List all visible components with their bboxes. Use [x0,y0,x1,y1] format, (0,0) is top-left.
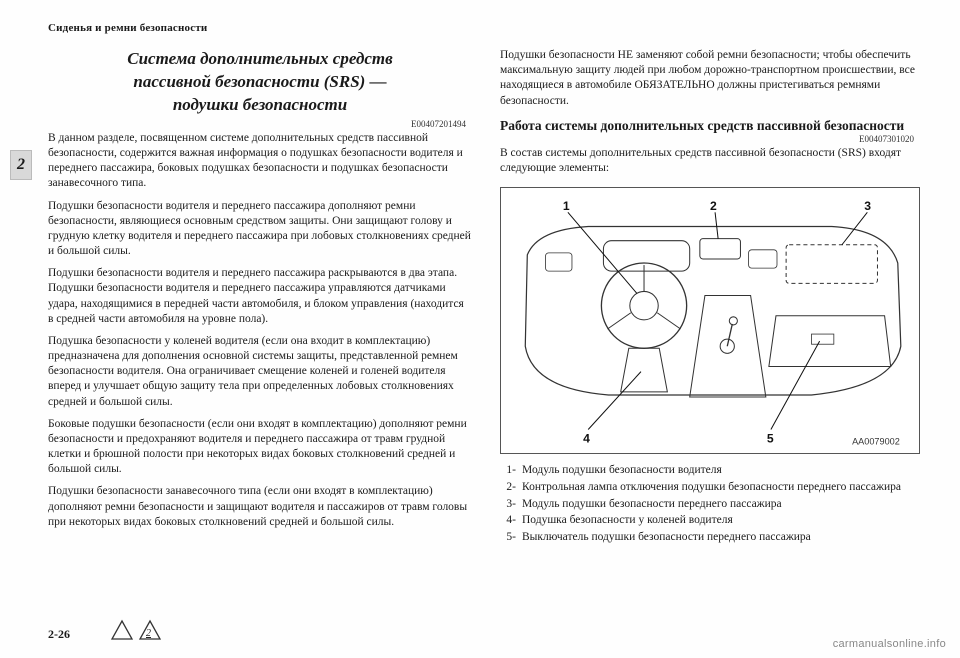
legend-text: Модуль подушки безопасности переднего па… [522,496,920,513]
body-paragraph: Подушки безопасности занавесочного типа … [48,484,472,530]
body-paragraph: Подушка безопасности у коленей водителя … [48,334,472,410]
page-number: 2-26 [48,627,70,642]
dashboard-svg: 1 2 3 4 5 AA0079002 [507,194,913,448]
section-title: Система дополнительных средств пассивной… [48,48,472,117]
legend-num: 4- [500,512,522,529]
diagram-label-5: 5 [767,431,774,445]
legend-item: 4- Подушка безопасности у коленей водите… [500,512,920,529]
footer-icons: 2 [110,619,166,648]
left-column: Система дополнительных средств пассивной… [48,48,472,546]
legend-num: 2- [500,479,522,496]
legend-num: 3- [500,496,522,513]
chapter-tab: 2 [10,150,32,180]
legend-text: Контрольная лампа отключения подушки без… [522,479,920,496]
body-paragraph: В данном разделе, посвященном системе до… [48,131,472,192]
svg-text:2: 2 [146,628,151,639]
body-paragraph: Боковые подушки безопасности (если они в… [48,417,472,478]
sub-intro-paragraph: В состав системы дополнительных средств … [500,146,920,176]
title-line: Система дополнительных средств [48,48,472,71]
legend-item: 2- Контрольная лампа отключения подушки … [500,479,920,496]
diagram-legend: 1- Модуль подушки безопасности водителя … [500,462,920,545]
legend-text: Модуль подушки безопасности водителя [522,462,920,479]
legend-item: 3- Модуль подушки безопасности переднего… [500,496,920,513]
body-paragraph: Подушки безопасности водителя и переднег… [48,266,472,327]
legend-item: 1- Модуль подушки безопасности водителя [500,462,920,479]
intro-paragraph: Подушки безопасности НЕ заменяют собой р… [500,48,920,109]
legend-num: 1- [500,462,522,479]
legend-item: 5- Выключатель подушки безопасности пере… [500,529,920,546]
watermark: carmanualsonline.info [833,638,946,650]
diagram-label-1: 1 [563,199,570,213]
legend-text: Выключатель подушки безопасности передне… [522,529,920,546]
diagram-code: AA0079002 [852,436,900,446]
subsection-title: Работа системы дополнительных средств па… [500,117,920,135]
body-paragraph: Подушки безопасности водителя и переднег… [48,199,472,260]
diagram-label-2: 2 [710,199,717,213]
title-line: подушки безопасности [48,94,472,117]
diagram-label-4: 4 [583,431,590,445]
right-column: Подушки безопасности НЕ заменяют собой р… [500,48,920,546]
legend-num: 5- [500,529,522,546]
two-column-layout: Система дополнительных средств пассивной… [48,48,920,546]
manual-page: Сиденья и ремни безопасности 2 Система д… [0,0,960,658]
title-line: пассивной безопасности (SRS) — [48,71,472,94]
legend-text: Подушка безопасности у коленей водителя [522,512,920,529]
diagram-label-3: 3 [864,199,871,213]
document-code: E00407301020 [500,134,914,144]
footnote-icon: 2 [110,619,166,643]
running-head: Сиденья и ремни безопасности [48,22,920,34]
dashboard-diagram: 1 2 3 4 5 AA0079002 [500,187,920,455]
document-code: E00407201494 [48,119,466,129]
